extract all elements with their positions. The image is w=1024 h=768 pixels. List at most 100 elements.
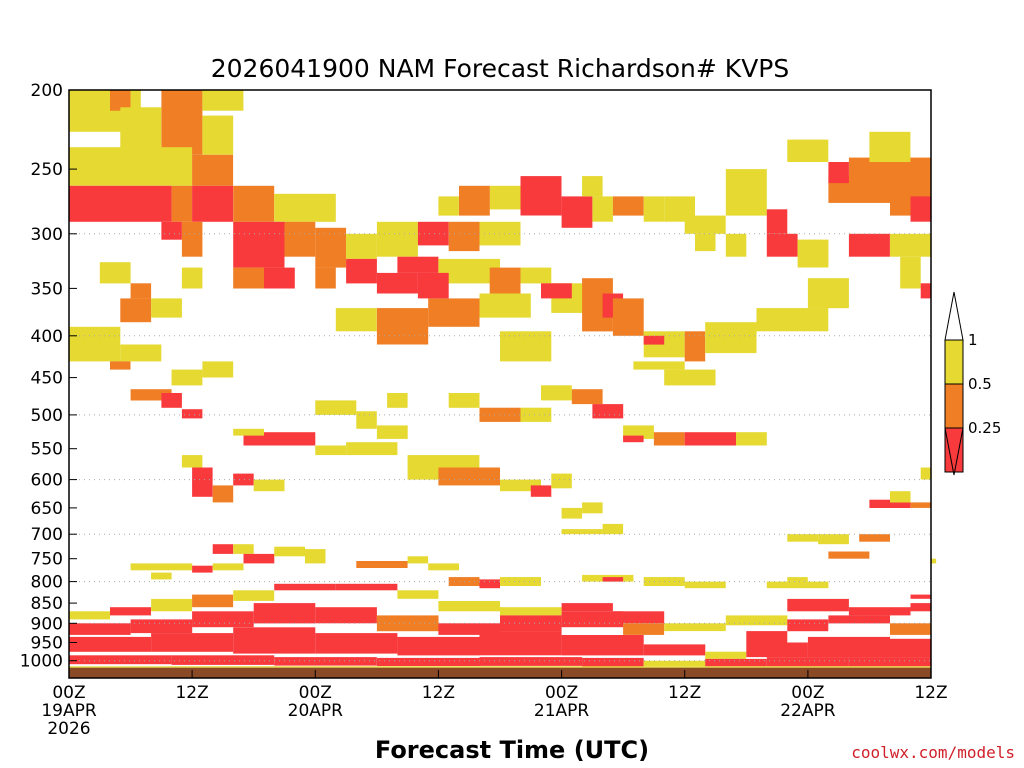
y-tick-label-850: 850: [31, 594, 63, 614]
heatmap-cell-191: [397, 636, 480, 656]
heatmap-cell-37: [69, 326, 121, 362]
heatmap-cell-34: [120, 298, 152, 323]
heatmap-cell-58: [643, 335, 665, 345]
heatmap-cell-16: [284, 221, 316, 257]
heatmap-cell-66: [797, 239, 829, 268]
heatmap-cell-166: [561, 603, 613, 612]
heatmap-cell-151: [787, 534, 819, 542]
heatmap-cell-94: [315, 445, 347, 456]
y-tick-label-250: 250: [31, 160, 63, 180]
heatmap-cell-180: [500, 615, 562, 632]
heatmap-cell-4: [120, 107, 162, 155]
heatmap-cell-119: [253, 479, 285, 492]
heatmap-cell-5: [69, 147, 193, 186]
x-axis-label: Forecast Time (UTC): [375, 736, 649, 764]
heatmap-cell-179: [438, 623, 500, 635]
heatmap-cell-124: [602, 523, 624, 535]
heatmap-cell-65: [766, 233, 798, 257]
heatmap-cell-20: [417, 221, 449, 246]
heatmap-cell-173: [69, 623, 131, 635]
heatmap-cell-103: [541, 385, 572, 401]
heatmap-cell-62: [756, 308, 829, 332]
heatmap-cell-139: [407, 556, 429, 564]
heatmap-cell-22: [479, 221, 521, 246]
heatmap-cell-14: [181, 221, 203, 257]
heatmap-cell-197: [807, 636, 890, 658]
y-tick-label-300: 300: [31, 225, 63, 245]
heatmap-cell-15: [233, 221, 285, 268]
heatmap-cell-71: [766, 209, 788, 234]
x-tick-label-72-2: 22APR: [780, 701, 836, 721]
heatmap-cell-184: [787, 619, 829, 632]
heatmap-cell-189: [233, 627, 316, 654]
heatmap-cell-99: [387, 393, 408, 408]
heatmap-cell-158: [151, 598, 193, 612]
heatmap-cell-156: [69, 611, 110, 620]
heatmap-cell-145: [602, 577, 624, 582]
heatmap-cell-170: [787, 598, 849, 612]
heatmap-cell-148: [766, 581, 829, 589]
heatmap-cell-10: [233, 185, 275, 222]
heatmap-cell-23: [346, 258, 377, 284]
x-tick-label-48-1: 00Z: [545, 683, 578, 703]
heatmap-cell-177: [315, 607, 377, 624]
heatmap-cell-132: [274, 546, 305, 557]
heatmap-cell-26: [264, 267, 295, 289]
heatmap-cell-194: [643, 644, 706, 656]
heatmap-cell-57: [684, 331, 706, 362]
heatmap-cell-24: [376, 272, 418, 294]
heatmap-cell-137: [212, 563, 244, 571]
y-tick-label-200: 200: [31, 81, 63, 101]
heatmap-cell-188: [151, 633, 234, 652]
heatmap-cell-63: [807, 278, 849, 309]
heatmap-cell-109: [736, 432, 767, 446]
heatmap-cell-105: [592, 404, 624, 419]
y-tick-label-400: 400: [31, 327, 63, 347]
credit-text: coolwx.com/models: [851, 743, 1015, 762]
heatmap-cell-86: [643, 196, 665, 222]
heatmap-cell-195: [705, 651, 747, 659]
heatmap-cell-157: [110, 607, 151, 616]
heatmap-cell-80: [489, 185, 521, 210]
heatmap-cell-19: [376, 221, 418, 257]
heatmap-cell-43: [161, 393, 182, 408]
heatmap-cell-131: [243, 553, 275, 564]
heatmap-cell-17: [315, 227, 347, 268]
heatmap-cell-120: [181, 455, 203, 468]
legend-label-1: 0.5: [968, 375, 992, 393]
heatmap-cell-150: [828, 551, 870, 559]
heatmap-cell-11: [274, 193, 336, 222]
heatmap-cell-169: [725, 615, 788, 626]
heatmap-cell-21: [448, 221, 480, 252]
heatmap-cell-176: [253, 603, 316, 624]
heatmap-cell-106: [623, 425, 654, 439]
heatmap-cell-6: [69, 185, 172, 222]
heatmap-cell-31: [520, 267, 552, 284]
heatmap-cell-164: [438, 601, 500, 612]
heatmap-cell-167: [612, 611, 665, 624]
heatmap-cell-190: [315, 633, 398, 654]
heatmap-cell-186: [890, 623, 931, 635]
heatmap-cell-42: [130, 389, 172, 401]
heatmap-cell-133: [305, 549, 326, 564]
y-tick-label-450: 450: [31, 369, 63, 389]
heatmap-cell-198: [890, 638, 931, 658]
heatmap-cell-74: [787, 139, 829, 162]
heatmap-cell-36: [181, 267, 203, 289]
legend-top-arrow: [944, 291, 964, 341]
heatmap-cell-108: [684, 432, 736, 446]
heatmap-cell-25: [315, 267, 336, 289]
heatmap-cell-204: [582, 657, 644, 667]
heatmap-cell-162: [335, 583, 398, 591]
heatmap-cell-59: [664, 369, 716, 386]
heatmap-cells: [69, 90, 937, 668]
heatmap-cell-206: [705, 658, 767, 667]
y-tick-label-550: 550: [31, 440, 63, 460]
y-tick-label-600: 600: [31, 471, 63, 491]
heatmap-cell-40: [171, 369, 203, 386]
heatmap-cell-127: [920, 467, 931, 480]
heatmap-cell-35: [151, 298, 182, 318]
y-tick-label-650: 650: [31, 499, 63, 519]
heatmap-cell-90: [695, 233, 716, 252]
